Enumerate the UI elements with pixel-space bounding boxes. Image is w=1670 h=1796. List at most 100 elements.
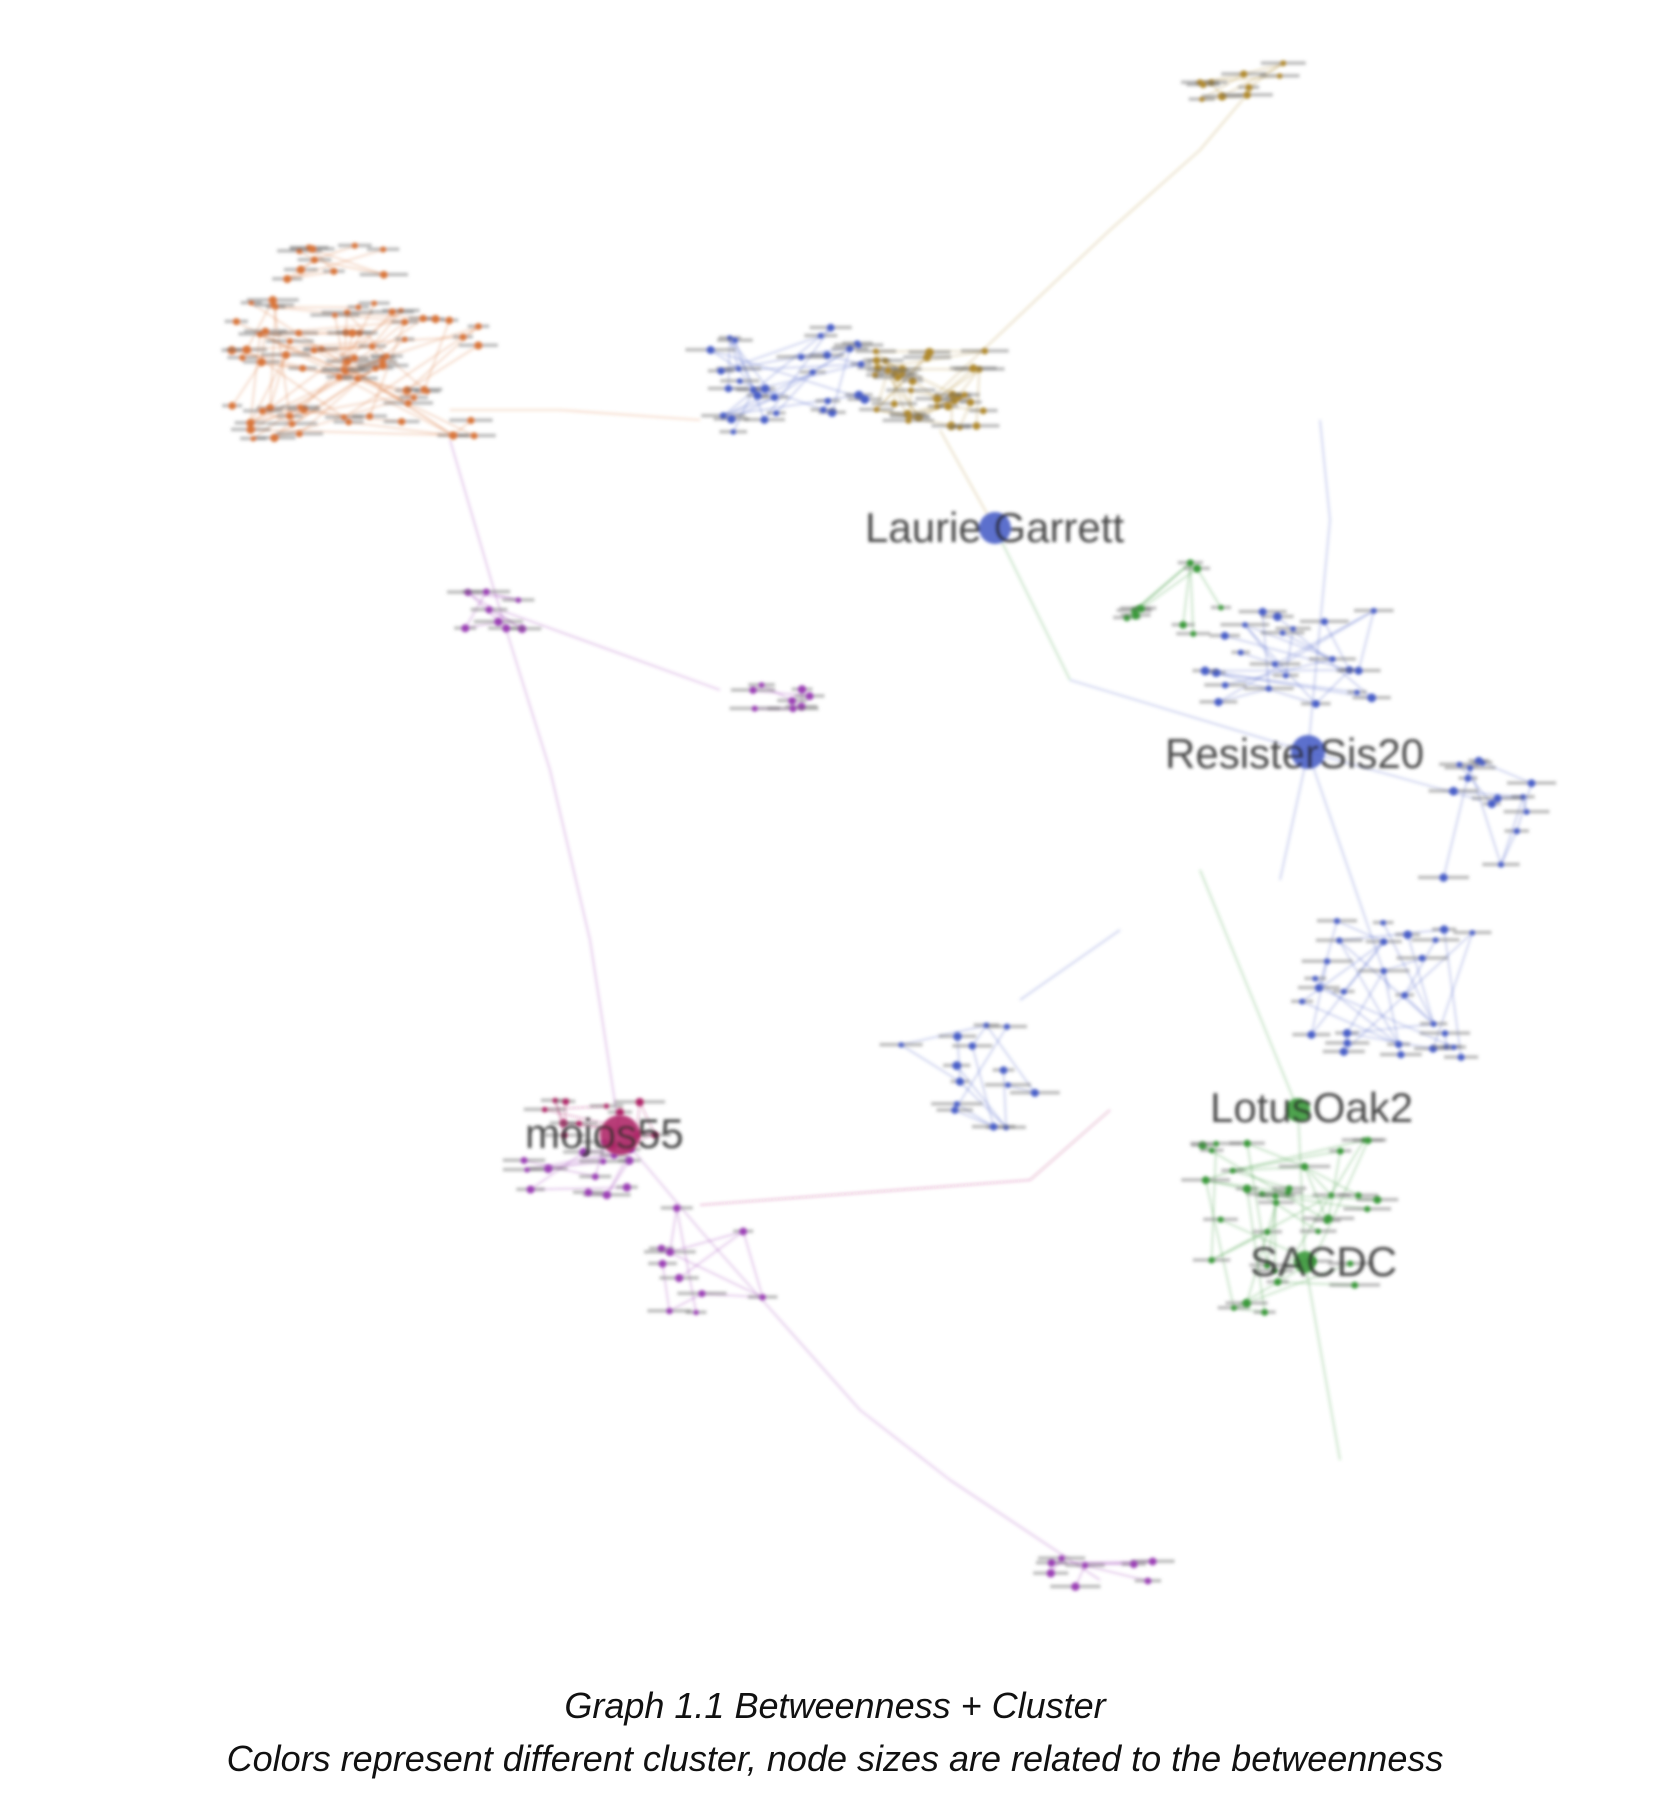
graph-node xyxy=(866,366,910,374)
graph-node xyxy=(1352,693,1391,703)
graph-node xyxy=(326,373,352,381)
node-dot xyxy=(369,343,376,350)
node-dot xyxy=(805,692,814,701)
node-dot xyxy=(299,364,307,372)
graph-node xyxy=(1038,1555,1086,1562)
node-dot xyxy=(872,356,881,365)
edge xyxy=(1312,1140,1369,1262)
edge xyxy=(669,1293,703,1312)
graph-node xyxy=(1266,1278,1289,1286)
node-dot xyxy=(736,366,742,372)
node-dot xyxy=(989,1123,998,1131)
edge xyxy=(1500,830,1518,865)
node-dot xyxy=(579,1147,588,1157)
graph-node xyxy=(746,391,769,400)
node-dot xyxy=(371,300,377,307)
graph-node xyxy=(261,351,311,360)
graph-node xyxy=(579,1158,627,1165)
graph-node xyxy=(252,433,296,443)
node-dot xyxy=(467,416,475,425)
node-dot xyxy=(1367,693,1377,703)
graph-node xyxy=(1192,1257,1231,1264)
graph-node xyxy=(437,431,469,440)
graph-node xyxy=(516,1185,545,1194)
graph-node xyxy=(352,412,387,420)
edge xyxy=(250,429,475,437)
graph-node xyxy=(799,369,826,376)
graph-node xyxy=(716,366,762,372)
node-dot xyxy=(246,418,255,428)
node-dot xyxy=(310,256,319,264)
graph-node xyxy=(272,275,303,284)
edge xyxy=(1443,767,1471,878)
graph-node xyxy=(395,336,415,343)
node-dot xyxy=(380,270,388,279)
graph-node xyxy=(1411,937,1460,943)
graph-node xyxy=(747,1294,778,1301)
graph-node xyxy=(1471,794,1524,803)
edge xyxy=(499,609,721,691)
edge xyxy=(1404,994,1435,1025)
node-dot xyxy=(286,338,293,345)
graph-node xyxy=(1292,1030,1331,1039)
node-dot xyxy=(760,415,769,424)
node-dot xyxy=(906,413,913,420)
edge xyxy=(722,327,832,417)
node-dot xyxy=(773,410,780,417)
graph-node xyxy=(556,1098,576,1106)
node-dot xyxy=(1243,91,1251,99)
edge xyxy=(1346,1023,1434,1034)
graph-node xyxy=(713,414,750,424)
graph-node xyxy=(736,386,771,394)
edge xyxy=(1224,635,1350,671)
graph-node xyxy=(717,337,753,344)
node-dot xyxy=(1397,1051,1405,1059)
graph-node xyxy=(1328,1260,1373,1267)
node-dot xyxy=(731,337,738,344)
edge xyxy=(753,363,862,391)
graph-node xyxy=(243,407,282,415)
graph-node xyxy=(1503,808,1550,815)
node-dot xyxy=(730,429,736,435)
graph-node xyxy=(659,1274,699,1283)
node-dot xyxy=(1300,1162,1309,1171)
graph-node xyxy=(1184,564,1210,573)
edge xyxy=(1266,1202,1277,1266)
edge xyxy=(231,336,464,351)
graph-node xyxy=(302,346,326,354)
graph-node xyxy=(467,323,490,330)
graph-node xyxy=(1238,607,1287,616)
graph-node xyxy=(1249,1262,1286,1269)
graph-node xyxy=(543,1132,586,1139)
edge xyxy=(1232,1170,1290,1190)
graph-node xyxy=(809,323,852,332)
node-dot xyxy=(969,364,978,373)
edge xyxy=(346,311,393,362)
node-dot xyxy=(717,367,725,375)
node-dot xyxy=(543,1164,553,1174)
edge xyxy=(269,306,277,409)
node-dot xyxy=(966,398,975,407)
graph-node xyxy=(755,384,776,393)
node-dot xyxy=(1130,1560,1138,1569)
node-dot xyxy=(419,314,427,323)
node-dot xyxy=(248,300,254,306)
graph-node xyxy=(359,270,409,279)
graph-node xyxy=(952,1042,993,1050)
graph-node xyxy=(776,353,826,361)
node-dot xyxy=(1213,1140,1220,1147)
node-dot xyxy=(1523,808,1530,815)
edge xyxy=(1277,1139,1365,1283)
graph-node xyxy=(1176,630,1211,637)
node-dot xyxy=(658,1259,667,1268)
node-dot xyxy=(295,430,303,438)
edge xyxy=(723,396,775,417)
graph-node xyxy=(949,364,997,373)
edge xyxy=(549,769,591,941)
node-dot xyxy=(526,1185,535,1194)
edge xyxy=(1189,562,1194,634)
node-dot xyxy=(602,1190,612,1200)
node-dot xyxy=(1364,1206,1371,1213)
node-dot xyxy=(905,417,912,424)
graph-node xyxy=(1329,1147,1352,1155)
